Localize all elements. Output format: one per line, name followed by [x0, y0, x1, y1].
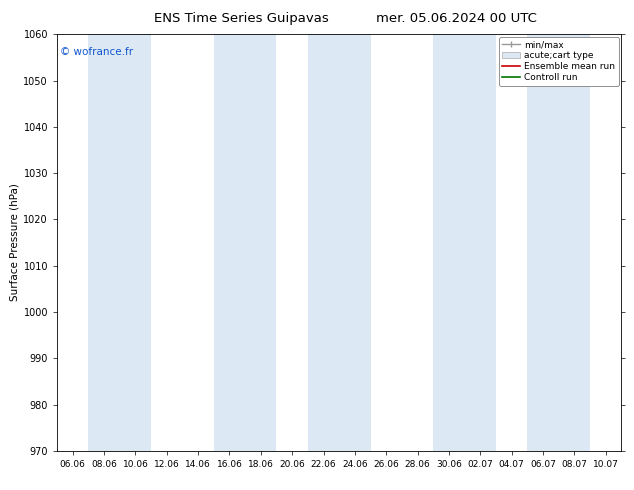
Bar	[527, 34, 590, 451]
Bar	[88, 34, 151, 451]
Text: ENS Time Series Guipavas: ENS Time Series Guipavas	[153, 12, 328, 25]
Legend: min/max, acute;cart type, Ensemble mean run, Controll run: min/max, acute;cart type, Ensemble mean …	[499, 37, 619, 86]
Bar	[433, 34, 496, 451]
Text: mer. 05.06.2024 00 UTC: mer. 05.06.2024 00 UTC	[376, 12, 537, 25]
Text: © wofrance.fr: © wofrance.fr	[60, 47, 133, 57]
Bar	[308, 34, 370, 451]
Y-axis label: Surface Pressure (hPa): Surface Pressure (hPa)	[10, 184, 19, 301]
Bar	[214, 34, 276, 451]
